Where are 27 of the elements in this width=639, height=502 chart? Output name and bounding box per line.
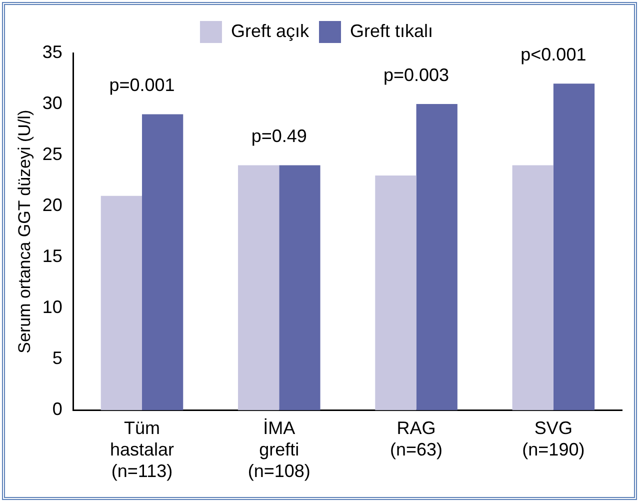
y-axis-title: Serum ortanca GGT düzeyi (U/l)	[14, 110, 34, 354]
x-tick-label: RAG (n=63)	[390, 418, 443, 460]
y-tick-label: 0	[52, 399, 62, 420]
bar	[416, 104, 458, 410]
annotation: p=0.001	[109, 75, 175, 96]
y-tick-label: 25	[42, 144, 62, 164]
x-tick-label: İMA grefti (n=108)	[248, 418, 310, 482]
annotation: p=0.49	[251, 126, 307, 146]
y-tick-label: 30	[42, 92, 62, 113]
y-tick-label: 10	[42, 297, 62, 318]
legend-label: Greft tıkalı	[350, 20, 434, 41]
annotation: p=0.003	[383, 64, 450, 85]
y-tick-label: 35	[42, 42, 62, 62]
legend-label: Greft açık	[230, 20, 310, 41]
bar	[238, 165, 280, 410]
y-tick-label: 15	[42, 246, 62, 266]
bar	[512, 165, 554, 410]
annotation: p<0.001	[520, 44, 586, 65]
bar	[553, 84, 595, 410]
bar	[279, 165, 320, 410]
bar	[142, 114, 184, 410]
y-tick-label: 5	[52, 348, 62, 368]
y-tick-label: 20	[42, 195, 62, 216]
x-tick-label: Tüm hastalar (n=113)	[110, 418, 174, 482]
x-tick-label: SVG (n=190)	[522, 418, 585, 460]
bar	[375, 175, 416, 410]
bar	[100, 196, 142, 410]
